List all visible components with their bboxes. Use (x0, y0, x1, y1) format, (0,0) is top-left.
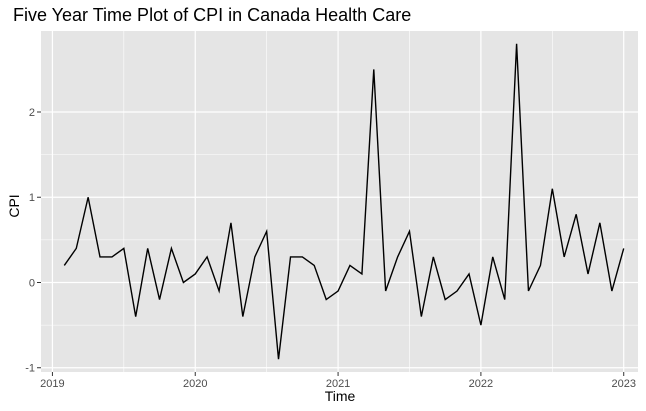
x-tick-label: 2020 (183, 378, 207, 390)
x-tick-label: 2021 (326, 378, 350, 390)
x-axis-title: Time (325, 388, 356, 404)
minor-gridlines (41, 31, 638, 372)
series-layer (63, 43, 625, 360)
y-tick-label: 2 (29, 107, 35, 119)
major-gridlines (41, 31, 638, 372)
chart-title: Five Year Time Plot of CPI in Canada Hea… (13, 5, 411, 25)
x-tick-label: 2023 (611, 378, 635, 390)
axes-layer: 2019 2020 2021 2022 2023 -1 0 1 2 (25, 107, 636, 390)
plot-panel (41, 31, 638, 372)
x-tick-label: 2019 (40, 378, 64, 390)
y-axis-title: CPI (6, 194, 22, 217)
y-tick-label: -1 (25, 363, 35, 375)
series-line (63, 43, 625, 360)
x-tick-label: 2022 (469, 378, 493, 390)
y-tick-label: 0 (29, 277, 35, 289)
y-tick-label: 1 (29, 192, 35, 204)
